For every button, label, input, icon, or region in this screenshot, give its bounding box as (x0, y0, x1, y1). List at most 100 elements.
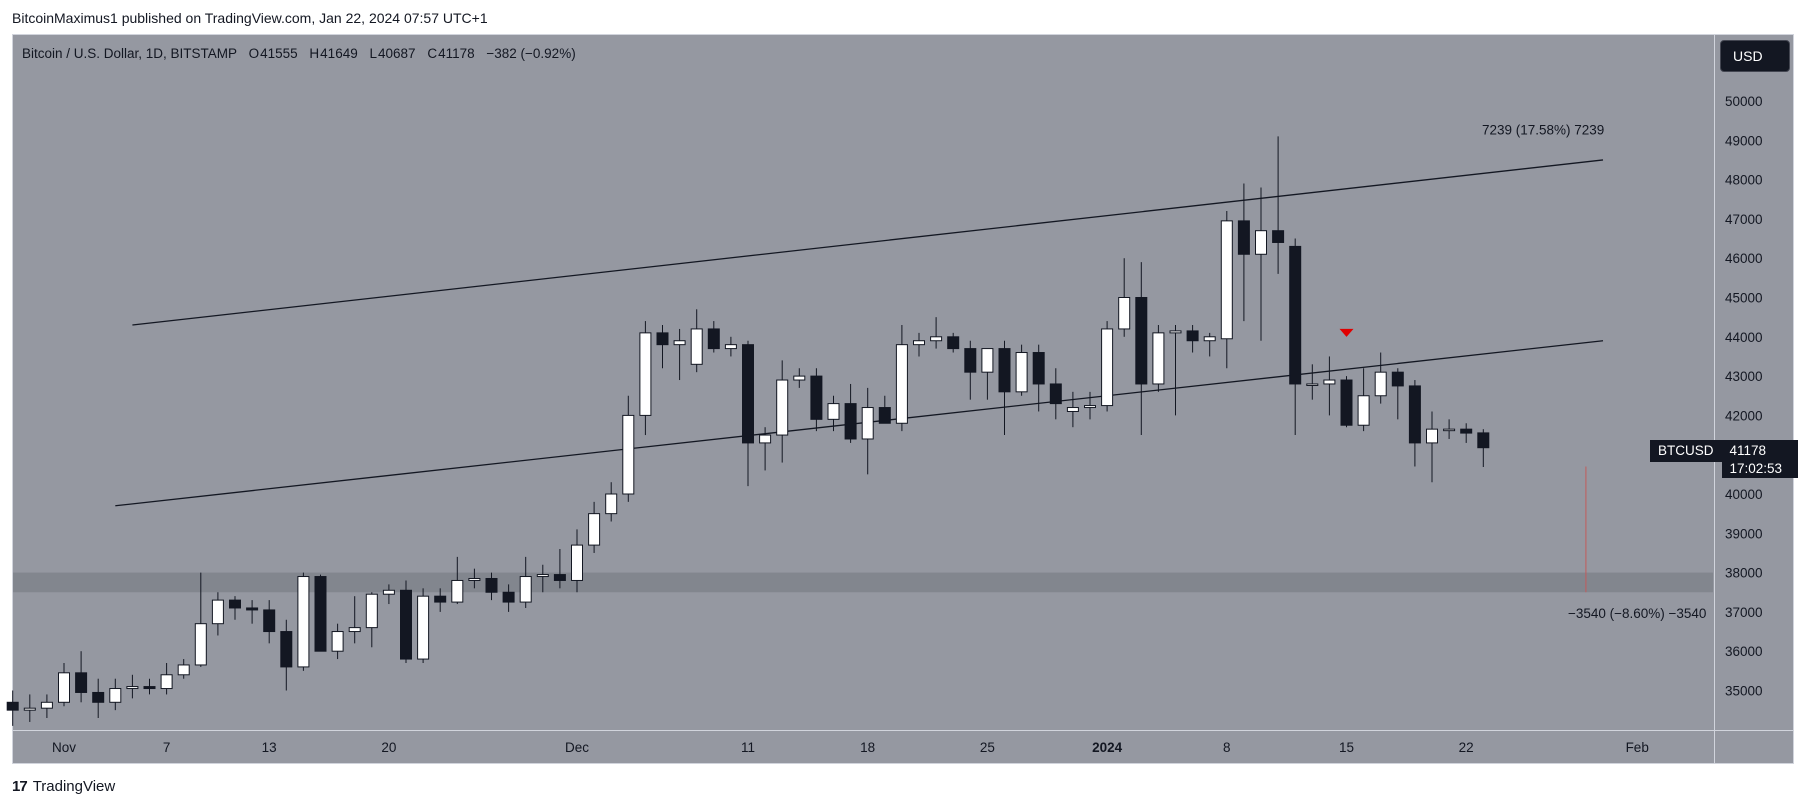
candle-body (1357, 395, 1370, 426)
legend-high-value: 41649 (320, 46, 358, 61)
candle-body (1374, 371, 1387, 397)
candle-body (1186, 330, 1199, 342)
candle-body (485, 577, 498, 593)
legend-high-label: H (309, 46, 320, 61)
candle-body (793, 375, 806, 381)
time-axis-label: Feb (1626, 740, 1649, 755)
candle-body (1084, 405, 1096, 409)
price-axis-label: 46000 (1725, 251, 1763, 266)
candle-body (109, 688, 122, 703)
time-axis-label: 8 (1223, 740, 1231, 755)
legend-close-label: C (427, 46, 438, 61)
candle-body (246, 607, 259, 611)
time-axis-label: 18 (860, 740, 875, 755)
tradingview-logo-icon: 17 (12, 778, 28, 795)
candle-body (263, 609, 276, 633)
candle-body (6, 701, 19, 711)
price-axis-label: 43000 (1725, 369, 1763, 384)
price-axis-label: 42000 (1725, 408, 1763, 423)
price-axis-label: 39000 (1725, 526, 1763, 541)
price-axis-label: 40000 (1725, 487, 1763, 502)
candle-body (1101, 328, 1114, 407)
candle-body (827, 403, 840, 420)
candle-body (1015, 352, 1028, 393)
candle-body (1049, 383, 1062, 405)
candle-body (861, 407, 874, 440)
price-axis-label: 45000 (1725, 291, 1763, 306)
candle-body (1272, 230, 1285, 243)
candle-body (930, 336, 943, 342)
legend-change: −382 (−0.92%) (486, 46, 576, 61)
candle-body (622, 414, 635, 495)
time-axis-label: 15 (1339, 740, 1354, 755)
candle-body (1255, 230, 1267, 255)
tradingview-logo-text: TradingView (32, 778, 116, 795)
candle-body (1237, 220, 1250, 255)
candle-body (553, 574, 566, 581)
support-zone (13, 572, 1713, 593)
candle-body (365, 593, 378, 629)
candle-body (417, 595, 430, 660)
legend-close-value: 41178 (438, 46, 475, 61)
candle-body (964, 348, 977, 373)
legend-open-value: 41555 (260, 46, 298, 61)
candle-body (58, 672, 70, 703)
time-axis-label: 13 (262, 740, 277, 755)
price-axis-label: 48000 (1725, 173, 1763, 188)
candle-body (1323, 379, 1336, 385)
candle-body (519, 576, 532, 603)
candle-body (1460, 428, 1473, 434)
time-axis-label: 25 (980, 740, 995, 755)
candle-body (844, 403, 857, 440)
candle-body (878, 407, 891, 424)
candle-body (468, 577, 481, 581)
legend-low-label: L (369, 46, 377, 61)
tradingview-logo[interactable]: 17 TradingView (12, 778, 115, 795)
candle-body (92, 691, 105, 703)
measure-annotation-2: −3540 (−8.60%) −3540 (1568, 606, 1707, 621)
candle-body (1169, 330, 1182, 334)
price-axis-separator (1714, 34, 1715, 764)
time-axis-label: Nov (52, 740, 76, 755)
price-axis-label: 36000 (1725, 644, 1763, 659)
candle-body (1220, 220, 1233, 340)
candle-body (1340, 379, 1353, 426)
candle-body (280, 631, 293, 668)
candle-body (314, 576, 327, 652)
candle-body (1135, 297, 1148, 385)
candle-body (1391, 371, 1404, 387)
candle-body (776, 379, 789, 436)
currency-button[interactable]: USD (1720, 40, 1790, 72)
candle-body (895, 344, 908, 424)
price-axis-label: 50000 (1725, 94, 1763, 109)
candle-body (1032, 352, 1045, 385)
chart-legend: Bitcoin / U.S. Dollar, 1D, BITSTAMP O415… (22, 46, 576, 61)
candle-body (194, 623, 207, 666)
measure-annotation-1: 7239 (17.58%) 7239 (1482, 122, 1604, 137)
candle-body (502, 591, 515, 603)
channel-lower-line (115, 340, 1604, 507)
candle-body (75, 672, 88, 693)
candle-body (400, 589, 412, 660)
price-axis-label: 35000 (1725, 684, 1763, 699)
candle-body (23, 707, 36, 711)
candle-body (348, 627, 361, 633)
candle-body (1289, 245, 1302, 385)
candle-body (724, 344, 737, 350)
candle-body (690, 328, 703, 365)
price-axis-label: 47000 (1725, 212, 1763, 227)
candle-body (1408, 385, 1421, 444)
time-axis-label: Dec (565, 740, 589, 755)
candle-body (536, 574, 549, 578)
candle-body (331, 631, 344, 652)
candle-body (143, 686, 156, 690)
time-axis-label: 11 (741, 740, 755, 755)
candle-body (177, 664, 190, 676)
candle-body (639, 332, 652, 416)
candle-body (229, 599, 241, 609)
candle-body (810, 375, 823, 420)
candle-body (759, 434, 772, 444)
published-line: BitcoinMaximus1 published on TradingView… (12, 10, 488, 26)
candle-body (947, 336, 960, 350)
